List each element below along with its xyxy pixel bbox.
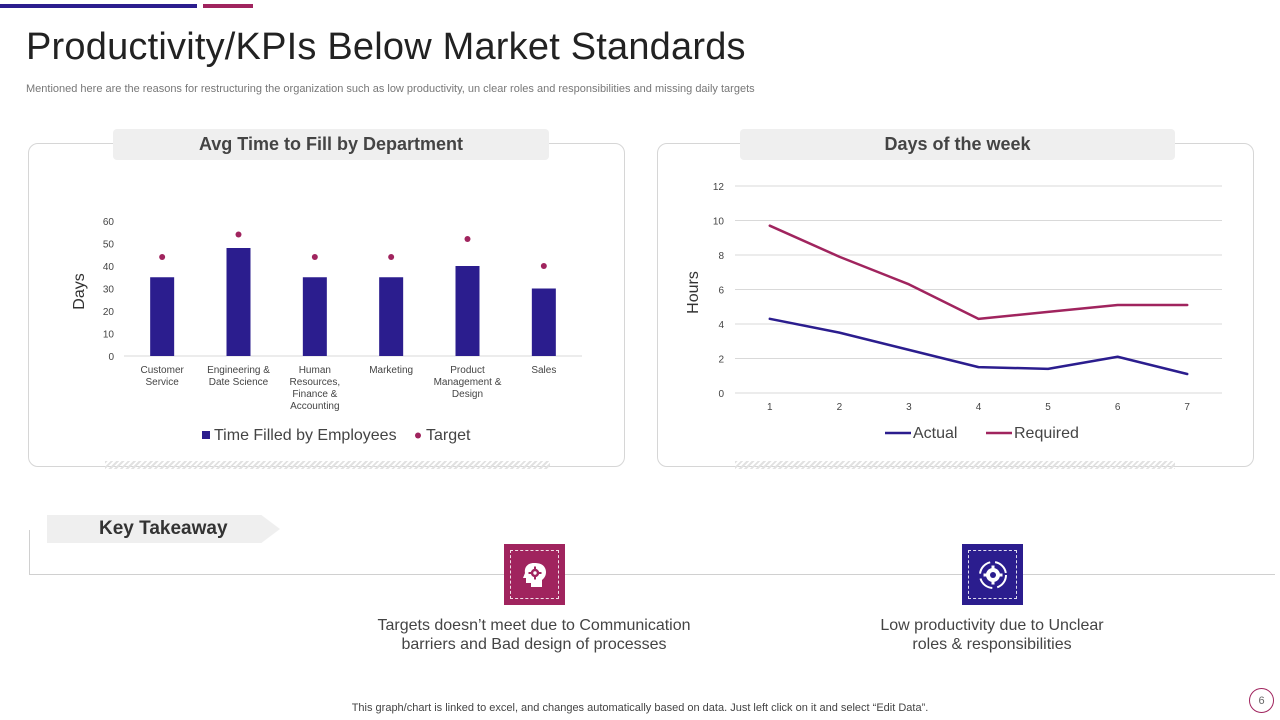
target-marker [235,231,242,238]
bar-y-tick-label: 50 [103,240,115,251]
line-y-axis-title: Hours [685,271,702,314]
top-accent-bar-plum [203,4,253,8]
series-line-required [768,224,1189,321]
footnote: This graph/chart is linked to excel, and… [351,702,929,714]
target-marker [540,263,547,269]
bar-y-tick-label: 0 [108,352,114,363]
page-subtitle: Mentioned here are the reasons for restr… [26,83,755,95]
bar-y-tick-label: 30 [103,285,115,296]
line-y-tick-label: 4 [718,320,724,331]
target-marker [388,254,395,260]
line-y-tick-label: 8 [718,251,724,262]
takeaway-2-line-2: roles & responsibilities [912,636,1072,653]
bar-y-axis-title: Days [71,273,88,309]
bar-chart-title: Avg Time to Fill by Department [113,129,549,160]
target-marker [464,236,471,242]
target-marker [159,254,166,260]
top-accent-bar-navy [0,4,197,8]
line-x-tick-label: 2 [837,402,843,413]
bar-y-tick-label: 40 [103,262,115,273]
takeaway-1-line-1: Targets doesn’t meet due to Communicatio… [377,617,691,634]
bar-x-tick-label: Product Management & Design [434,365,502,400]
bar [226,248,251,356]
line-x-tick-label: 5 [1045,402,1051,413]
takeaway-divider-horizontal [29,574,1275,575]
bar-x-tick-label: Customer Service [140,365,184,388]
legend-label-required: Required [1014,425,1079,442]
bar-x-tick-label: Human Resources, Finance & Accounting [290,365,341,412]
bar-y-tick-label: 60 [103,217,115,228]
key-takeaway-tag [47,515,280,543]
legend-label-actual: Actual [913,425,957,442]
line-y-tick-label: 2 [718,355,724,366]
line-y-tick-label: 6 [718,286,724,297]
panel-shadow-left [105,461,550,469]
takeaway-divider-vertical [29,530,30,575]
takeaway-1-line-2: barriers and Bad design of processes [401,636,667,653]
takeaway-2-line-1: Low productivity due to Unclear [880,617,1104,634]
bar-x-tick-label: Marketing [369,365,413,376]
page-number: 6 [1249,688,1274,713]
key-takeaway-label: Key Takeaway [99,518,228,539]
line-y-tick-label: 0 [718,389,724,400]
target-marker [311,254,318,260]
line-y-tick-label: 10 [713,217,725,228]
bar [455,266,480,356]
bar [531,288,556,356]
bar-y-tick-label: 20 [103,307,115,318]
series-line-actual [768,317,1189,376]
line-x-tick-label: 1 [767,402,773,413]
legend-swatch-target [415,432,421,439]
line-x-tick-label: 7 [1184,402,1190,413]
takeaway-text-1: Targets doesn’t meet due to Communicatio… [356,616,712,654]
bar-x-tick-label: Engineering & Date Science [207,365,270,388]
line-x-tick-label: 6 [1115,402,1121,413]
bar-y-tick-label: 10 [103,330,115,341]
bar [379,277,404,356]
bar-x-tick-label: Sales [531,365,556,376]
takeaway-text-2: Low productivity due to Unclear roles & … [842,616,1142,654]
head-gear-icon [504,544,565,605]
panel-shadow-right [735,461,1175,469]
cycle-gear-icon [962,544,1023,605]
page-title: Productivity/KPIs Below Market Standards [26,26,746,68]
legend-label-target: Target [426,427,471,444]
legend-label-bars: Time Filled by Employees [214,427,397,444]
line-y-tick-label: 12 [713,182,725,193]
bar [150,277,175,356]
line-x-tick-label: 3 [906,402,912,413]
bar [302,277,327,356]
line-chart-title: Days of the week [740,129,1175,160]
line-x-tick-label: 4 [976,402,982,413]
legend-swatch-bars [202,431,210,439]
